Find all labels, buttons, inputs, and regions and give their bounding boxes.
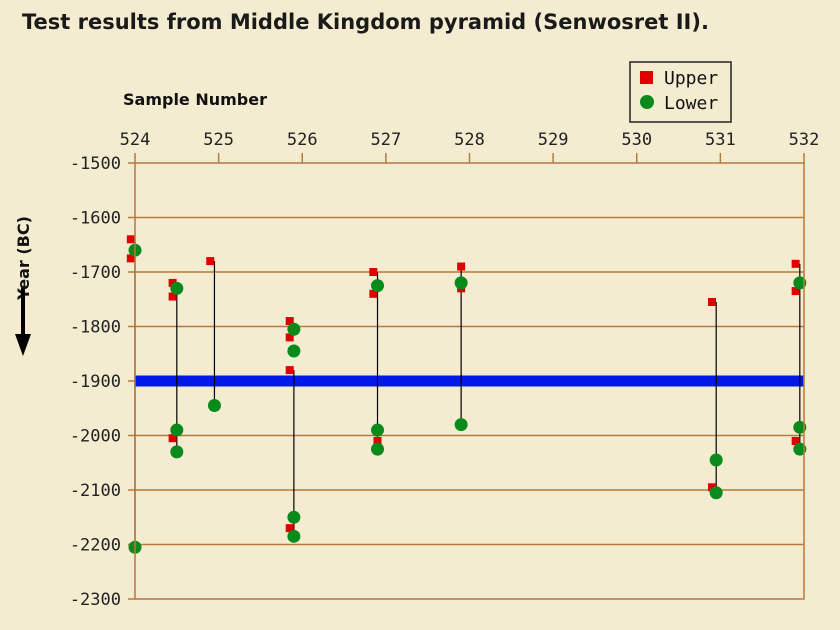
legend-lower-marker [640,95,654,109]
lower-series [128,243,807,554]
legend: Upper Lower [629,61,732,123]
lower-point [454,276,468,290]
upper-point [168,278,177,287]
upper-point [168,292,177,301]
y-tick-labels: -1500 -1600 -1700 -1800 -1900 -2000 -2100 -2200… [70,154,121,610]
legend-box [629,61,732,123]
y-tick-label: -2200 [70,536,121,556]
x-tick-label: 527 [371,130,402,150]
y-tick-label: -1800 [70,318,121,338]
lower-point [709,486,723,500]
x-tick-label: 528 [454,130,485,150]
upper-point [791,436,800,445]
y-tick-label: -2300 [70,590,121,610]
lower-point [287,344,301,358]
x-tick-labels: 524 525 526 527 528 529 530 531 532 [120,130,820,150]
lower-point [287,510,301,524]
y-tick-label: -1500 [70,154,121,174]
lower-point [170,423,184,437]
plot-frame [134,162,805,600]
lower-point [287,529,301,543]
y-tick-label: -2000 [70,427,121,447]
y-tick-label: -1700 [70,263,121,283]
x-tick-label: 529 [538,130,569,150]
y-tick-label: -1900 [70,372,121,392]
upper-series [126,235,800,533]
range-lines [134,239,801,548]
legend-upper-label: Upper [664,68,718,89]
upper-point [369,268,378,276]
lower-point [454,418,468,432]
x-tick-label: 532 [789,130,820,150]
upper-point [285,317,294,326]
legend-lower-label: Lower [664,93,718,114]
lower-point [793,420,807,434]
upper-point [791,259,800,268]
x-tick-label: 524 [120,130,151,150]
upper-point [373,436,382,445]
lower-point [371,442,385,456]
lower-point [709,453,723,467]
x-tick-label: 525 [203,130,234,150]
y-axis-title: Year (BC) [14,216,33,301]
down-arrow-icon [15,288,31,356]
x-axis-title: Sample Number [123,90,267,109]
upper-point [285,524,294,533]
y-tick-label: -2100 [70,481,121,501]
lower-point [170,445,184,459]
lower-point [371,279,385,293]
lower-point [170,281,184,295]
legend-upper-marker [640,71,653,84]
lower-point [287,322,301,336]
upper-point [285,366,294,375]
upper-point [126,235,135,244]
lower-point [207,399,221,413]
y-axis-title-group: Year (BC) [14,216,33,356]
lower-point [371,423,385,437]
upper-point [708,483,717,492]
upper-point [791,287,800,296]
x-tick-label: 530 [621,130,652,150]
x-tick-label: 526 [287,130,318,150]
lower-point [793,276,807,290]
page-title: Test results from Middle Kingdom pyramid… [22,10,709,34]
x-tick-label: 531 [705,130,736,150]
upper-point [168,434,177,443]
upper-point [369,289,378,298]
upper-point [457,262,466,271]
upper-point [285,333,294,342]
lower-point [793,442,807,456]
upper-point [708,297,717,306]
upper-point [206,257,215,266]
upper-point [126,254,135,263]
y-tick-label: -1600 [70,209,121,229]
